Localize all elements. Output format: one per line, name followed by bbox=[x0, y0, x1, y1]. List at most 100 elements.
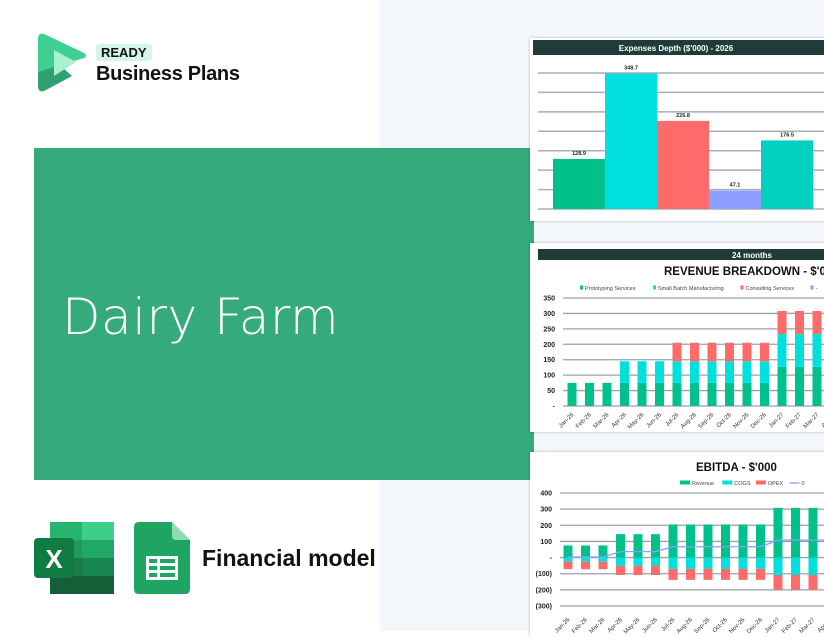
x-tick-label: Aug-26 bbox=[680, 412, 698, 430]
legend-swatch bbox=[580, 285, 583, 290]
legend-label: 0 bbox=[802, 481, 805, 487]
y-tick-label: (100) bbox=[536, 571, 552, 578]
chart-header: 24 months bbox=[732, 251, 773, 260]
page-title: Dairy Farm bbox=[62, 288, 340, 346]
google-sheets-icon bbox=[134, 522, 190, 599]
bar-segment bbox=[620, 382, 629, 406]
bar-segment bbox=[616, 565, 625, 576]
y-tick-label: 100 bbox=[540, 539, 552, 546]
data-label: 348.7 bbox=[624, 66, 638, 72]
chart-title: REVENUE BREAKDOWN - $'000 bbox=[664, 266, 824, 278]
chart-title: Expenses Depth ($'000) - 2026 bbox=[619, 44, 734, 53]
bar-segment bbox=[690, 382, 699, 406]
legend-label: Revenue bbox=[692, 481, 714, 487]
bar-segment bbox=[725, 342, 734, 362]
bar-segment bbox=[620, 361, 629, 383]
bar-segment bbox=[707, 361, 717, 383]
bar-segment bbox=[812, 366, 822, 406]
y-tick-label: - bbox=[553, 404, 556, 411]
bar-segment bbox=[738, 524, 748, 558]
chart-header-bar bbox=[538, 249, 824, 260]
bar-segment bbox=[756, 557, 765, 569]
bar-segment bbox=[633, 565, 643, 576]
x-tick-label: Jun-26 bbox=[642, 617, 660, 635]
bar-segment bbox=[742, 342, 752, 362]
bar-segment bbox=[777, 310, 787, 335]
x-tick-label: Jan-26 bbox=[558, 412, 576, 430]
legend-swatch bbox=[653, 285, 656, 290]
bar-segment bbox=[773, 557, 783, 576]
hero-band bbox=[34, 148, 534, 480]
bar-segment bbox=[721, 524, 730, 558]
ebitda-chart: EBITDA - $'000 400 300 200 100 - (100) (200) (3… bbox=[536, 462, 824, 636]
bar-segment bbox=[563, 545, 573, 558]
bar-segment bbox=[668, 568, 678, 580]
bar-segment bbox=[668, 557, 678, 569]
expenses-depth-chart: Expenses Depth ($'000) - 2026 128.9 348.7… bbox=[533, 40, 824, 210]
bar-segment bbox=[791, 575, 800, 590]
bar-segment bbox=[795, 310, 804, 335]
bar-segment bbox=[721, 568, 730, 580]
legend-label: OPEX bbox=[768, 481, 784, 487]
legend-swatch bbox=[740, 285, 744, 290]
y-tick-label: 250 bbox=[543, 326, 555, 333]
legend-swatch bbox=[722, 480, 733, 485]
x-tick-label: Aug-26 bbox=[676, 617, 694, 635]
data-label: 226.8 bbox=[676, 113, 690, 119]
bar-segment bbox=[791, 557, 800, 576]
bar-segment bbox=[651, 534, 660, 558]
x-tick-label: Sep-26 bbox=[697, 412, 715, 430]
legend-label: Small Batch Manufacturing bbox=[658, 286, 724, 292]
bar-segment bbox=[637, 361, 647, 383]
bar-segment bbox=[760, 361, 769, 383]
bar-segment bbox=[738, 557, 748, 569]
x-tick-label: Nov-26 bbox=[728, 617, 746, 635]
bar-segment bbox=[563, 561, 573, 570]
x-tick-label: Apr-26 bbox=[611, 412, 628, 429]
bar-segment bbox=[703, 524, 713, 558]
x-tick-label: Dec-26 bbox=[750, 412, 768, 430]
bar-segment bbox=[812, 334, 822, 367]
bar-segment bbox=[655, 361, 664, 383]
bar-segment bbox=[633, 534, 643, 558]
y-tick-label: 200 bbox=[540, 523, 552, 530]
bar-segment bbox=[773, 575, 783, 590]
bar-segment bbox=[756, 524, 765, 558]
legend-label: Prototyping Services bbox=[585, 286, 636, 292]
bar-segment bbox=[585, 382, 594, 406]
y-tick-label: 50 bbox=[547, 388, 555, 395]
revenue-breakdown-chart: 24 months REVENUE BREAKDOWN - $'000 350 3… bbox=[538, 249, 824, 431]
bar-segment bbox=[777, 334, 787, 367]
bar bbox=[605, 73, 657, 209]
legend-swatch bbox=[755, 480, 766, 485]
data-label: 47.1 bbox=[730, 183, 741, 189]
x-tick-label: Mar-26 bbox=[589, 617, 607, 635]
bar-segment bbox=[598, 545, 608, 558]
x-tick-label: Mar-27 bbox=[803, 412, 821, 430]
svg-text:X: X bbox=[45, 544, 63, 574]
bar-segment bbox=[567, 382, 577, 406]
bar-segment bbox=[742, 382, 752, 406]
bar-segment bbox=[672, 382, 682, 406]
bar-segment bbox=[563, 557, 573, 562]
bar-segment bbox=[655, 382, 664, 406]
bar-segment bbox=[686, 557, 695, 569]
bar bbox=[761, 140, 813, 209]
x-tick-label: Feb-27 bbox=[785, 412, 803, 430]
bar-segment bbox=[672, 342, 682, 362]
bar-segment bbox=[668, 524, 678, 558]
ebitda-chart-card: EBITDA - $'000 400 300 200 100 - (100) (200) (3… bbox=[530, 452, 824, 637]
bar-segment bbox=[808, 575, 818, 590]
ready-business-plans-logo-icon bbox=[34, 32, 90, 99]
bar-segment bbox=[795, 334, 804, 367]
x-tick-label: Sep-26 bbox=[693, 617, 711, 635]
x-tick-label: Jul-26 bbox=[665, 412, 681, 428]
y-tick-label: 100 bbox=[543, 373, 555, 380]
x-tick-label: Dec-26 bbox=[746, 617, 764, 635]
chart-title: EBITDA - $'000 bbox=[696, 462, 777, 474]
bar bbox=[553, 158, 605, 209]
y-tick-label: (300) bbox=[536, 604, 552, 611]
x-tick-label: Mar-27 bbox=[799, 617, 817, 635]
bar-segment bbox=[742, 361, 752, 383]
x-tick-label: Oct-26 bbox=[716, 412, 733, 429]
